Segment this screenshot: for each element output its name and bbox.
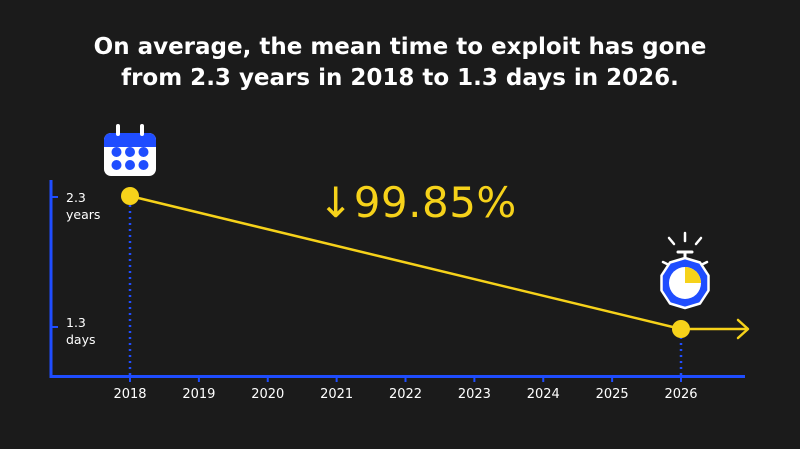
headline-line-2: from 2.3 years in 2018 to 1.3 days in 20… — [121, 65, 679, 91]
x-tick-label-2026: 2026 — [664, 387, 698, 402]
headline: On average, the mean time to exploit has… — [0, 32, 800, 94]
point-2018 — [121, 187, 139, 205]
y-label-lower: 1.3 days — [66, 314, 96, 348]
x-tick-label-2024: 2024 — [526, 387, 560, 402]
x-tick-label-2023: 2023 — [457, 387, 491, 402]
x-tick-label-2018: 2018 — [113, 387, 147, 402]
y-label-upper-value: 2.3 — [66, 190, 86, 205]
y-label-upper: 2.3 years — [66, 189, 100, 223]
x-tick-label-2020: 2020 — [251, 387, 285, 402]
x-tick-label-2022: 2022 — [388, 387, 423, 402]
calendar-icon — [104, 124, 156, 176]
x-tick-label-2025: 2025 — [595, 387, 629, 402]
x-ticks — [129, 376, 682, 382]
x-tick-label-2021: 2021 — [320, 387, 354, 402]
trend-arrow-head — [736, 318, 750, 340]
stopwatch-icon — [660, 231, 710, 310]
change-annotation: ↓99.85% — [318, 178, 517, 227]
headline-line-1: On average, the mean time to exploit has… — [93, 34, 707, 60]
y-label-upper-unit: years — [66, 207, 101, 222]
trend-line — [129, 194, 682, 331]
x-tick-label-2019: 2019 — [182, 387, 216, 402]
y-label-lower-unit: days — [66, 332, 96, 347]
y-label-lower-value: 1.3 — [66, 315, 86, 330]
point-2026 — [672, 320, 690, 338]
